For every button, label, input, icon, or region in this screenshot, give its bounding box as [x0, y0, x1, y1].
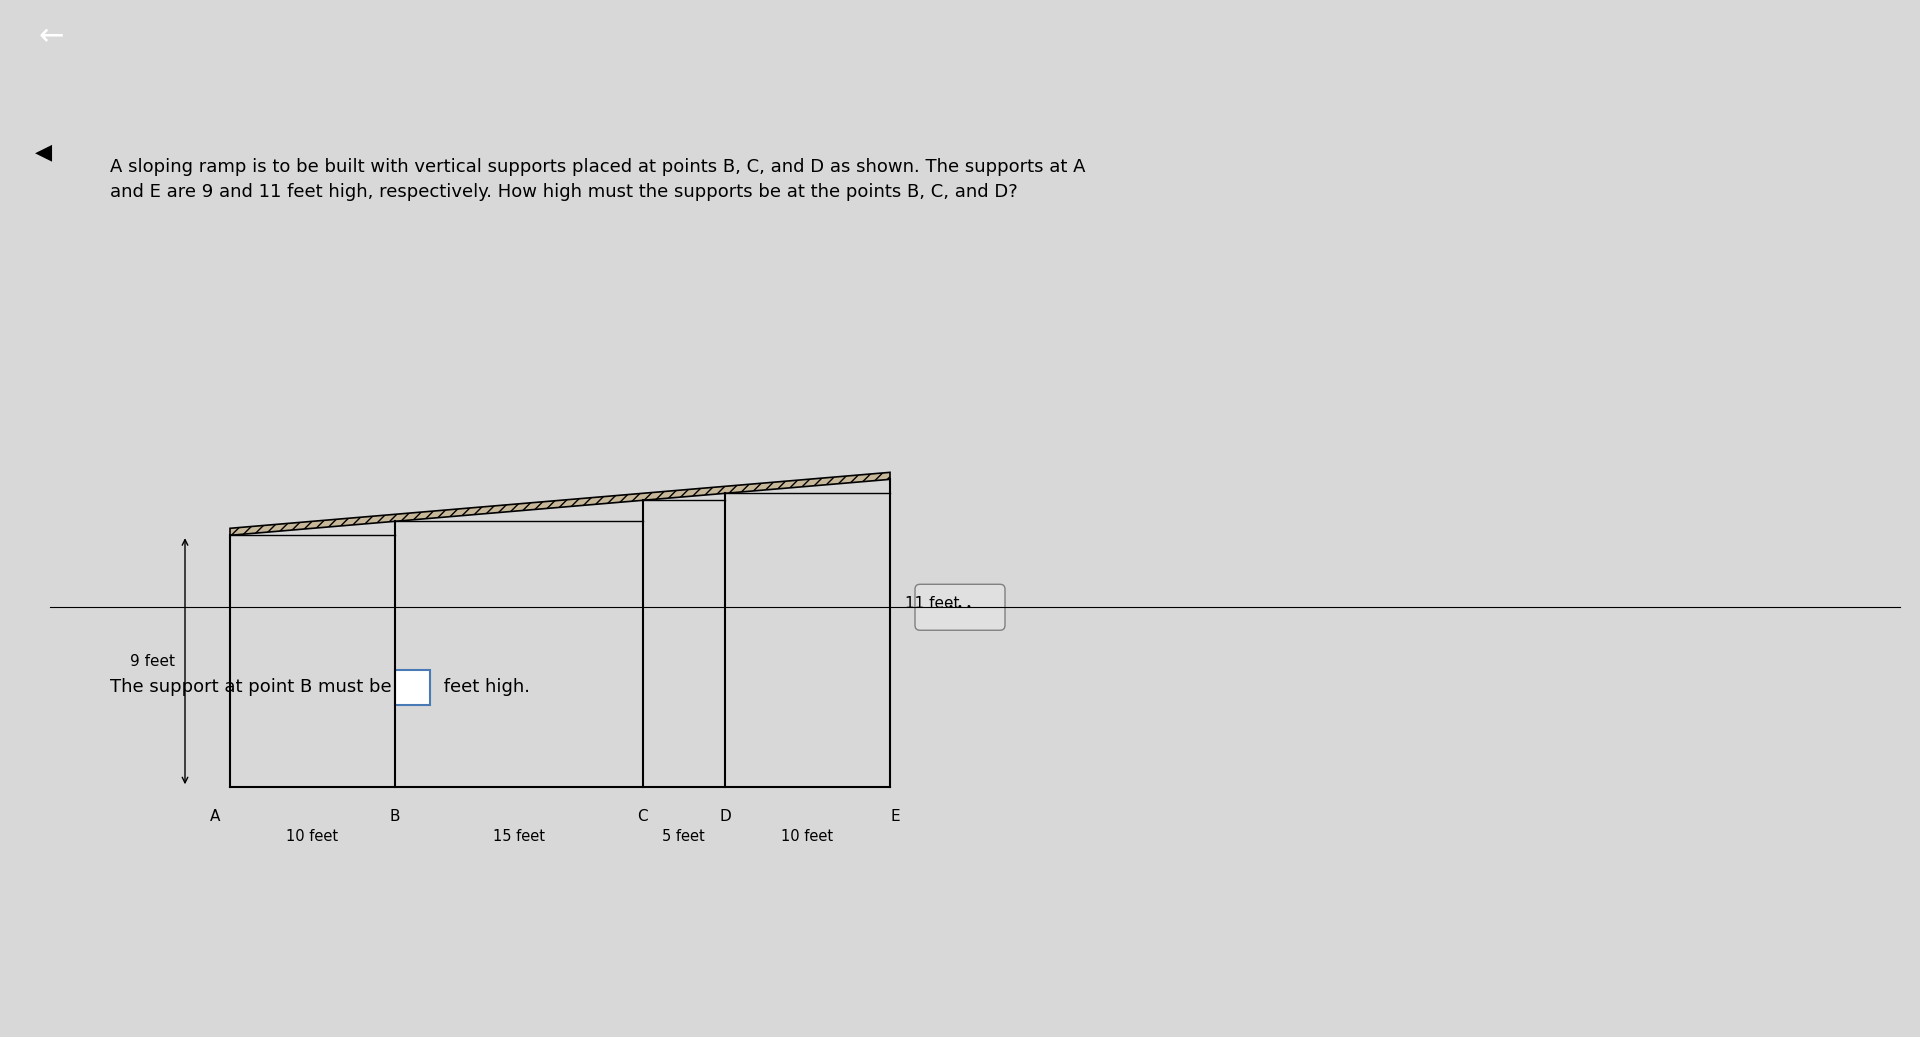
Text: B: B: [390, 809, 399, 824]
Text: 11 feet: 11 feet: [904, 596, 960, 611]
Text: 15 feet: 15 feet: [493, 830, 545, 844]
Text: ◀: ◀: [35, 142, 52, 163]
Polygon shape: [230, 472, 891, 535]
FancyBboxPatch shape: [396, 670, 430, 705]
Text: A sloping ramp is to be built with vertical supports placed at points B, C, and : A sloping ramp is to be built with verti…: [109, 158, 1085, 200]
Text: A: A: [209, 809, 221, 824]
Text: • • •: • • •: [948, 602, 972, 612]
Text: 9 feet: 9 feet: [131, 653, 175, 669]
Text: 10 feet: 10 feet: [286, 830, 338, 844]
Text: ←: ←: [38, 22, 63, 51]
Text: feet high.: feet high.: [438, 678, 530, 696]
FancyBboxPatch shape: [916, 584, 1004, 630]
Text: 5 feet: 5 feet: [662, 830, 705, 844]
Text: 10 feet: 10 feet: [781, 830, 833, 844]
Text: C: C: [637, 809, 647, 824]
Text: E: E: [891, 809, 900, 824]
Text: D: D: [720, 809, 732, 824]
Text: The support at point B must be: The support at point B must be: [109, 678, 397, 696]
